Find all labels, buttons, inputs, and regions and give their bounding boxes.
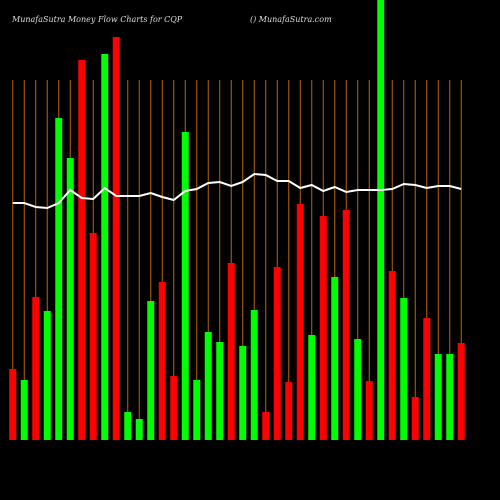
chart-title: MunafaSutra Money Flow Charts for CQP xyxy=(11,15,183,24)
bar xyxy=(55,118,63,440)
bar xyxy=(170,376,178,440)
bar xyxy=(66,158,74,440)
bar xyxy=(89,233,97,440)
bar xyxy=(319,216,327,440)
bar xyxy=(377,0,385,440)
bar xyxy=(457,343,465,440)
bar xyxy=(193,380,201,440)
bar xyxy=(112,37,120,440)
bar xyxy=(20,380,28,440)
bar xyxy=(308,335,316,440)
bar xyxy=(32,297,40,440)
bar xyxy=(446,354,454,440)
bar xyxy=(124,412,132,440)
bar xyxy=(250,310,258,440)
bar xyxy=(181,132,189,440)
bar xyxy=(273,267,281,440)
bar xyxy=(296,204,304,440)
bar xyxy=(227,263,235,440)
bar xyxy=(216,342,224,440)
bar xyxy=(365,381,373,440)
bar xyxy=(400,298,408,440)
bar xyxy=(285,382,293,440)
bar xyxy=(262,412,270,440)
bar xyxy=(78,60,86,440)
bar xyxy=(354,339,362,440)
money-flow-line xyxy=(12,172,462,210)
bar xyxy=(9,369,17,440)
bar xyxy=(147,301,155,440)
bar xyxy=(434,354,442,440)
bar xyxy=(239,346,247,440)
bar xyxy=(204,332,212,440)
bar xyxy=(423,318,431,440)
bar xyxy=(388,271,396,440)
bar xyxy=(158,282,166,440)
chart-subtitle: () MunafaSutra.com xyxy=(250,15,332,24)
bar xyxy=(342,210,350,440)
bar xyxy=(331,277,339,440)
bar xyxy=(101,54,109,440)
bar xyxy=(43,311,51,440)
bar xyxy=(411,397,419,440)
bar xyxy=(135,419,143,440)
